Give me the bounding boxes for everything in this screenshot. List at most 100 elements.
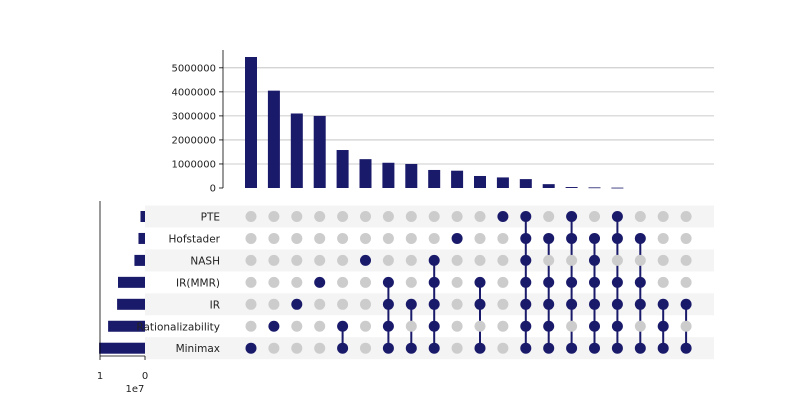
- membership-dot-inactive: [428, 211, 440, 222]
- membership-dot-inactive: [405, 254, 417, 266]
- membership-dot-active: [611, 320, 623, 332]
- membership-dot-active: [428, 276, 440, 288]
- membership-dot-inactive: [382, 254, 394, 266]
- membership-dot-inactive: [314, 254, 326, 266]
- membership-dot-active: [520, 320, 532, 332]
- set-size-bar: [134, 254, 145, 266]
- intersection-bar: [542, 184, 555, 188]
- membership-dot-inactive: [405, 232, 417, 244]
- membership-dot-inactive: [314, 342, 326, 354]
- membership-dot-inactive: [451, 320, 463, 332]
- membership-dot-inactive: [245, 254, 257, 266]
- intersection-bar: [313, 115, 326, 188]
- intersection-bar: [496, 177, 509, 188]
- y-tick-label: 2000000: [171, 135, 216, 146]
- membership-dot-active: [680, 298, 692, 310]
- membership-dot-active: [497, 211, 509, 222]
- membership-dot-active: [543, 232, 555, 244]
- membership-dot-inactive: [497, 276, 509, 288]
- y-tick-label: 1000000: [171, 159, 216, 170]
- set-label: Rationalizability: [136, 321, 220, 333]
- membership-dot-active: [520, 232, 532, 244]
- set-size-axis-offset-label: 1e7: [126, 384, 145, 395]
- membership-dot-inactive: [268, 342, 280, 354]
- membership-dot-inactive: [680, 320, 692, 332]
- membership-dot-inactive: [543, 254, 555, 266]
- membership-dot-active: [611, 211, 623, 222]
- membership-dot-inactive: [360, 342, 371, 354]
- membership-dot-active: [268, 320, 280, 332]
- membership-dot-active: [566, 276, 578, 288]
- membership-dot-inactive: [268, 232, 280, 244]
- membership-dot-active: [589, 254, 600, 266]
- membership-dot-active: [337, 342, 349, 354]
- membership-dot-inactive: [337, 211, 349, 222]
- membership-dot-active: [543, 276, 555, 288]
- membership-dot-inactive: [589, 211, 600, 222]
- membership-dot-inactive: [451, 211, 463, 222]
- membership-dot-inactive: [268, 211, 280, 222]
- intersection-bar: [474, 175, 486, 188]
- set-size-tick-label: 0: [142, 371, 148, 382]
- intersection-size-axis: 0 1000000 2000000 3000000 4000000 5000000: [171, 50, 224, 195]
- membership-dot-inactive: [497, 298, 509, 310]
- membership-dot-inactive: [657, 211, 669, 222]
- intersection-bar: [565, 187, 578, 188]
- membership-dot-inactive: [428, 232, 440, 244]
- membership-dot-active: [634, 342, 646, 354]
- membership-dot-inactive: [314, 298, 326, 310]
- set-size-bar: [138, 232, 145, 244]
- membership-dot-inactive: [497, 320, 509, 332]
- membership-dot-active: [657, 342, 669, 354]
- membership-dot-active: [611, 342, 623, 354]
- membership-dot-active: [634, 298, 646, 310]
- membership-dot-inactive: [360, 298, 371, 310]
- membership-dot-inactive: [314, 232, 326, 244]
- membership-dot-inactive: [245, 320, 257, 332]
- y-tick-label: 4000000: [171, 87, 216, 98]
- membership-dot-inactive: [451, 342, 463, 354]
- membership-dot-active: [474, 276, 486, 288]
- membership-dot-inactive: [291, 276, 303, 288]
- membership-dot-inactive: [634, 254, 646, 266]
- intersection-bar: [428, 169, 441, 188]
- membership-dot-active: [520, 211, 532, 222]
- membership-dot-inactive: [405, 276, 417, 288]
- membership-dot-inactive: [566, 254, 578, 266]
- membership-dot-inactive: [611, 254, 623, 266]
- y-tick-label: 0: [210, 184, 216, 195]
- set-label: IR: [210, 299, 220, 311]
- set-label: NASH: [190, 255, 220, 267]
- membership-dot-inactive: [657, 276, 669, 288]
- membership-dot-inactive: [382, 232, 394, 244]
- membership-dot-active: [314, 276, 326, 288]
- set-labels: PTE Hofstader NASH IR(MMR) IR Rationalizabili…: [136, 212, 220, 356]
- membership-dot-inactive: [405, 211, 417, 222]
- membership-dot-inactive: [245, 276, 257, 288]
- membership-dot-inactive: [245, 232, 257, 244]
- set-size-bar: [118, 276, 145, 288]
- membership-dot-inactive: [337, 232, 349, 244]
- membership-dot-inactive: [543, 211, 555, 222]
- membership-dot-active: [451, 232, 463, 244]
- membership-dot-inactive: [382, 211, 394, 222]
- membership-dot-active: [520, 342, 532, 354]
- set-label: IR(MMR): [176, 277, 220, 289]
- membership-dot-inactive: [337, 298, 349, 310]
- intersection-bar: [611, 187, 624, 189]
- membership-dot-inactive: [680, 232, 692, 244]
- membership-dot-inactive: [657, 232, 669, 244]
- set-label: Hofstader: [169, 233, 221, 245]
- intersection-bar: [267, 90, 280, 188]
- intersection-bar: [519, 179, 532, 188]
- set-label: Minimax: [176, 343, 220, 355]
- membership-dot-inactive: [680, 276, 692, 288]
- membership-dot-inactive: [451, 276, 463, 288]
- membership-dot-inactive: [405, 320, 417, 332]
- membership-dot-inactive: [337, 254, 349, 266]
- membership-dot-inactive: [474, 232, 486, 244]
- membership-dot-inactive: [360, 232, 371, 244]
- membership-dot-active: [566, 298, 578, 310]
- membership-dot-inactive: [268, 276, 280, 288]
